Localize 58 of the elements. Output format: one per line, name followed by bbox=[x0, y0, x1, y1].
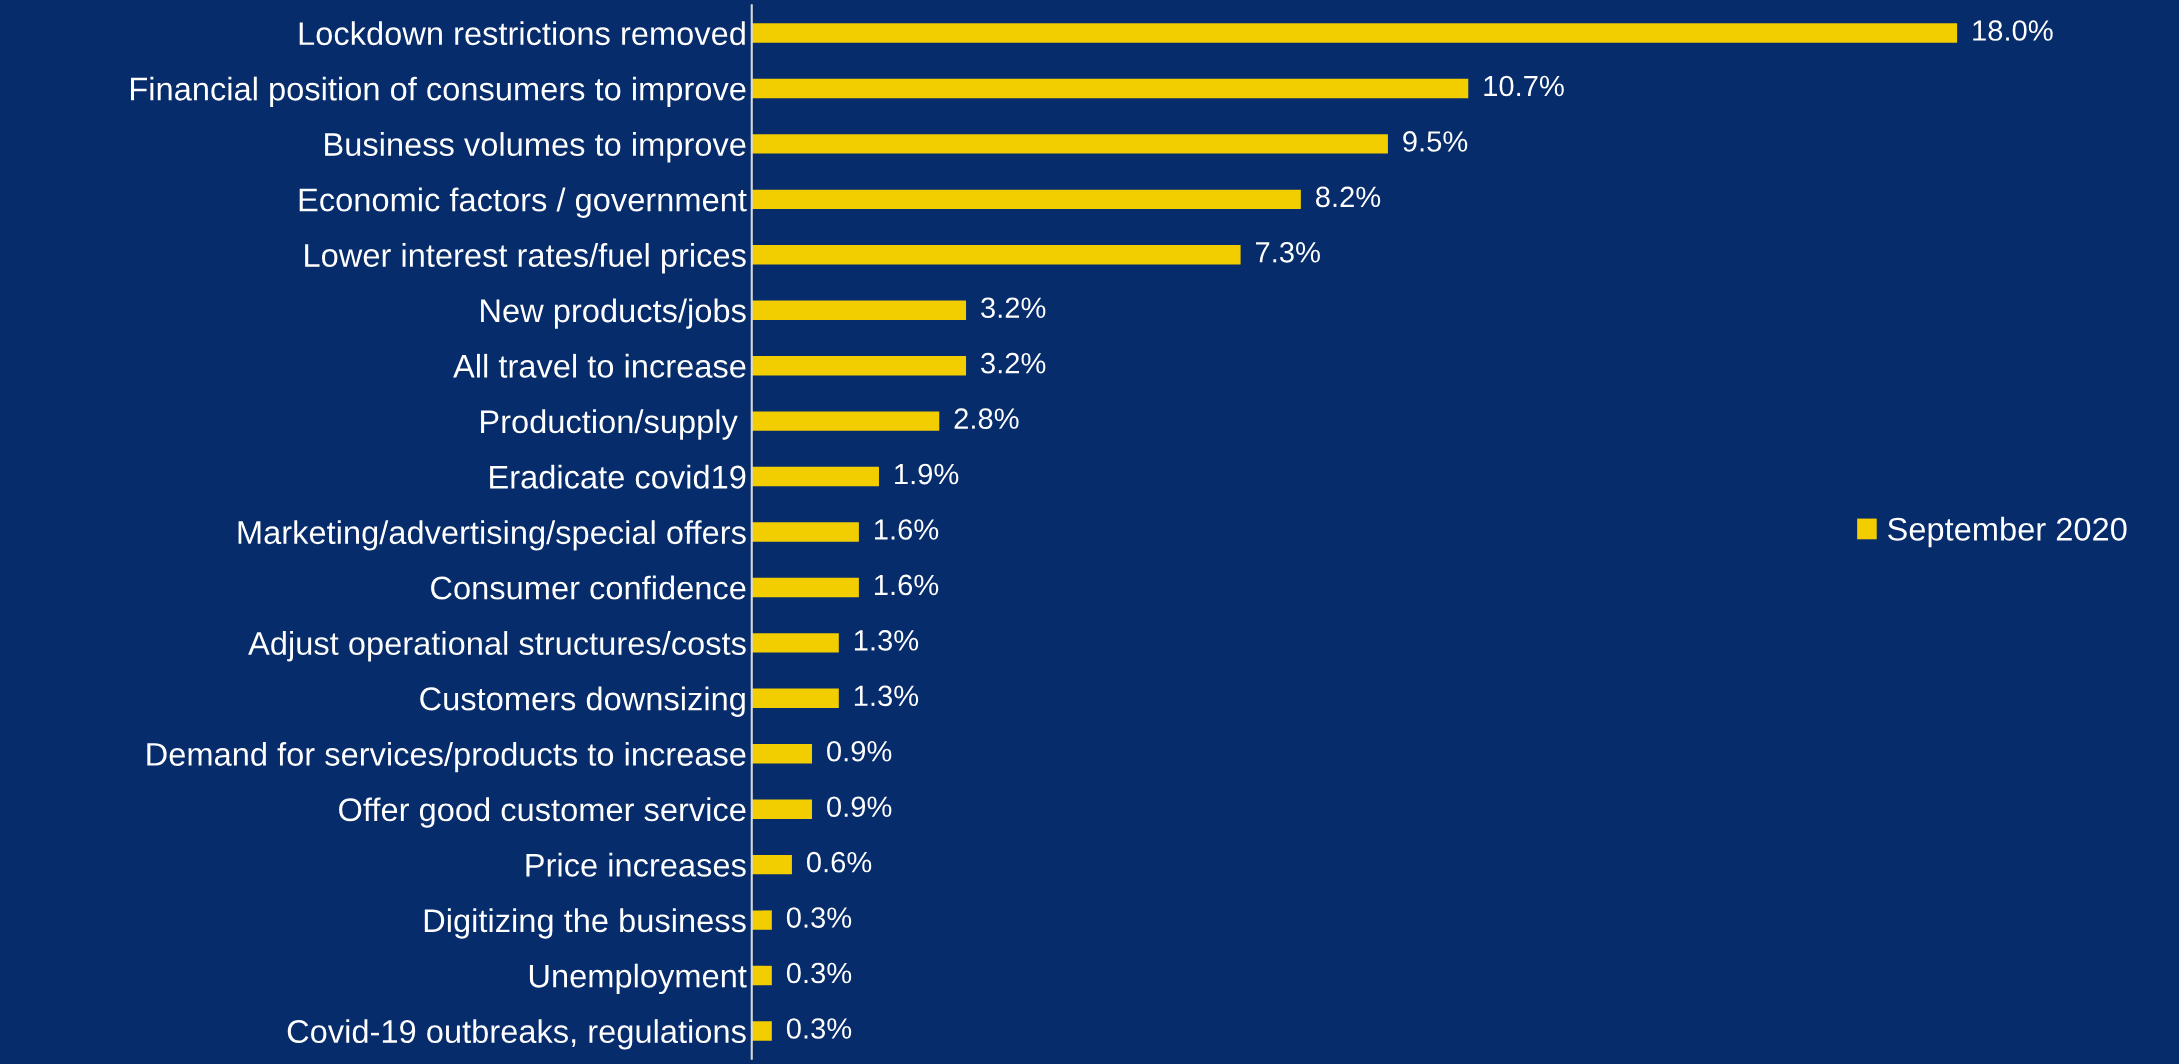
data-label: 0.9% bbox=[827, 740, 892, 762]
bar bbox=[751, 854, 792, 875]
bar bbox=[751, 189, 1301, 210]
y-tick-label: Adjust operational structures/costs bbox=[248, 631, 746, 662]
data-label: 1.6% bbox=[875, 519, 939, 540]
data-label: 9.5% bbox=[1403, 131, 1468, 152]
data-label: 0.9% bbox=[827, 796, 892, 818]
y-tick-label: Customers downsizing bbox=[420, 686, 745, 717]
y-tick-label: Lower interest rates/fuel prices bbox=[305, 242, 746, 274]
data-label: 0.6% bbox=[806, 851, 872, 873]
data-label: 1.9% bbox=[895, 463, 959, 485]
y-tick-label: Production/supply bbox=[481, 409, 738, 440]
y-tick-label: Offer good customer service bbox=[339, 797, 746, 828]
bar bbox=[751, 799, 813, 819]
y-tick-label: Economic factors / government bbox=[299, 187, 747, 218]
data-label: 18.0% bbox=[1973, 20, 2053, 41]
y-tick-label: Unemployment bbox=[529, 963, 747, 995]
y-tick-label: Digitizing the business bbox=[424, 908, 746, 939]
data-label: 2.8% bbox=[954, 408, 1019, 429]
data-label: 0.3% bbox=[786, 1018, 852, 1039]
data-label: 0.3% bbox=[786, 907, 852, 928]
bar bbox=[751, 466, 879, 487]
data-label: 1.3% bbox=[854, 630, 919, 651]
y-tick-label: All travel to increase bbox=[453, 353, 746, 378]
data-label: 1.6% bbox=[875, 574, 939, 596]
bar bbox=[751, 744, 813, 764]
bar bbox=[751, 355, 967, 376]
y-tick-label: New products/jobs bbox=[481, 298, 746, 329]
y-tick-label: Financial position of consumers to improve bbox=[131, 76, 746, 108]
bar bbox=[751, 411, 940, 431]
bar bbox=[751, 577, 859, 598]
bar bbox=[751, 134, 1388, 154]
bar bbox=[751, 633, 839, 653]
bar bbox=[751, 1021, 772, 1041]
bar bbox=[751, 910, 772, 930]
bar bbox=[751, 688, 839, 709]
y-tick-label: Eradicate covid19 bbox=[490, 464, 746, 489]
y-tick-label: Price increases bbox=[526, 852, 746, 877]
data-label: 7.3% bbox=[1255, 241, 1320, 263]
bar bbox=[751, 245, 1241, 265]
y-tick-label: Lockdown restrictions removed bbox=[299, 21, 745, 46]
legend-label: September 2020 bbox=[1888, 516, 2127, 548]
y-tick-label: Demand for services/products to increase bbox=[147, 741, 746, 773]
y-tick-label: Business volumes to improve bbox=[325, 132, 746, 163]
bar bbox=[751, 300, 967, 320]
y-tick-label: Consumer confidence bbox=[431, 575, 746, 600]
data-label: 8.2% bbox=[1316, 186, 1381, 208]
data-label: 10.7% bbox=[1484, 75, 1564, 97]
bar bbox=[751, 965, 772, 986]
data-label: 1.3% bbox=[854, 685, 919, 707]
data-label: 3.2% bbox=[981, 297, 1046, 319]
data-label: 3.2% bbox=[981, 352, 1046, 374]
bar bbox=[751, 23, 1958, 43]
y-tick-label: Covid-19 outbreaks, regulations bbox=[287, 1019, 746, 1050]
bar bbox=[751, 78, 1469, 99]
bar bbox=[751, 522, 859, 542]
y-tick-label: Marketing/advertising/special offers bbox=[238, 520, 746, 551]
data-label: 0.3% bbox=[786, 962, 852, 984]
